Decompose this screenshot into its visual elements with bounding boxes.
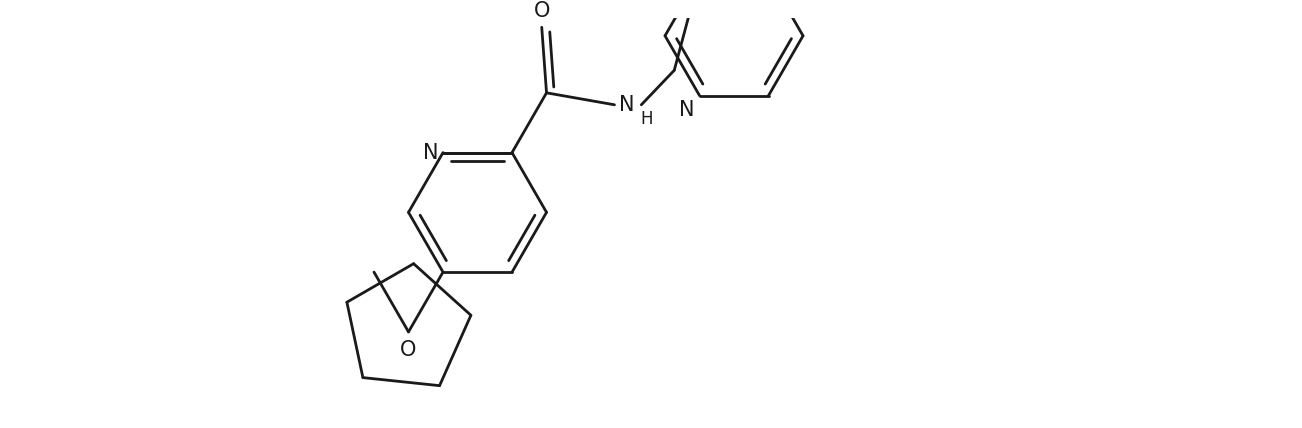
Text: O: O	[400, 339, 417, 360]
Text: H: H	[641, 110, 652, 128]
Text: N: N	[620, 95, 635, 115]
Text: N: N	[423, 143, 439, 163]
Text: N: N	[680, 100, 695, 120]
Text: O: O	[534, 0, 549, 21]
